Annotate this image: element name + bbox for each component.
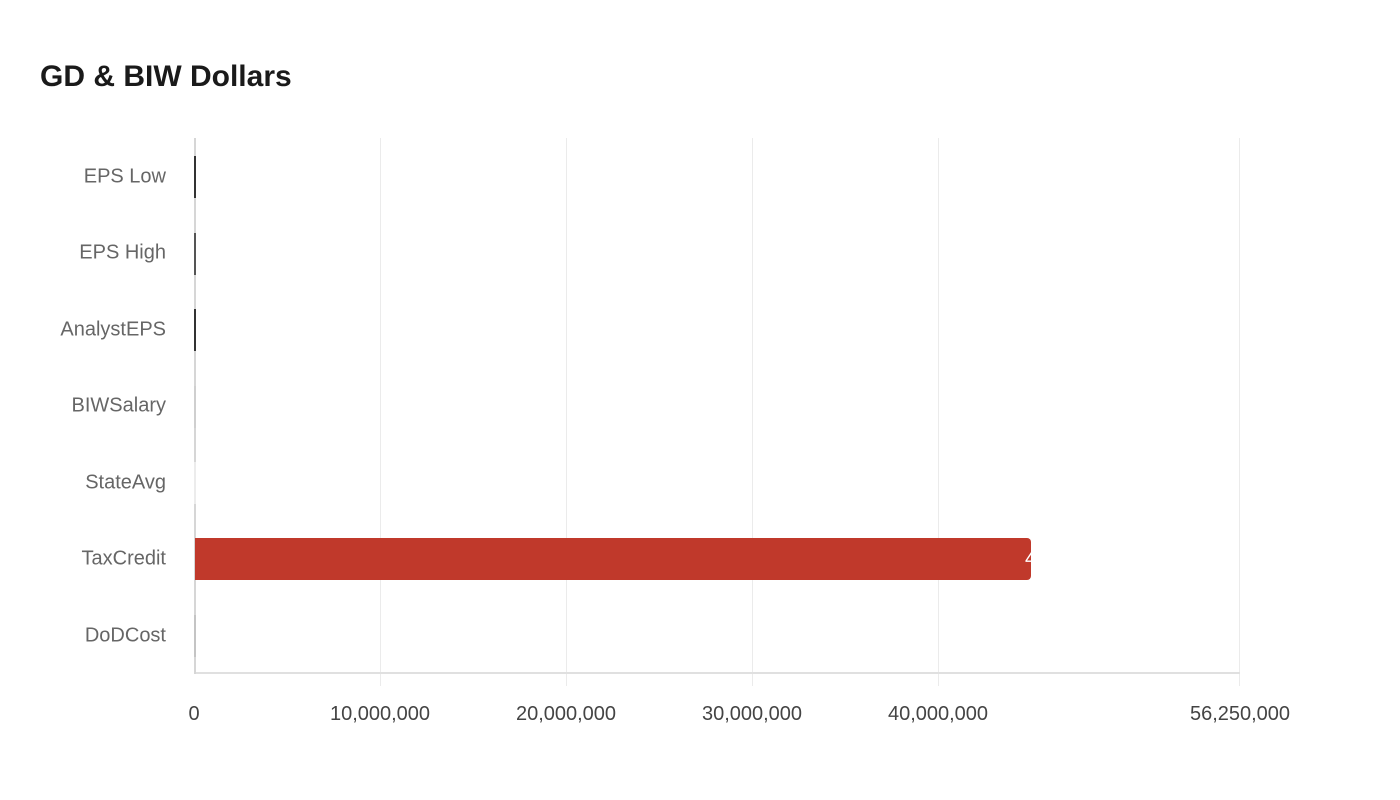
y-label-eps-low: EPS Low xyxy=(83,165,166,188)
x-tick-10m: 10,000,000 xyxy=(329,703,431,725)
bar-value-label: 4 xyxy=(1025,548,1031,570)
y-label-eps-high: EPS High xyxy=(79,241,166,264)
gridline-max xyxy=(1239,138,1240,686)
y-label-dod-cost: DoDCost xyxy=(84,624,166,647)
x-tick-30m: 30,000,000 xyxy=(701,703,803,725)
y-label-state-avg: StateAvg xyxy=(85,471,166,494)
gridline-30m xyxy=(752,138,753,686)
x-tick-max: 56,250,000 xyxy=(1189,703,1291,725)
x-tick-40m: 40,000,000 xyxy=(887,703,989,725)
gridline-10m xyxy=(380,138,381,686)
bar-analyst-eps[interactable] xyxy=(194,309,196,351)
bar-tax-credit[interactable]: 4 xyxy=(195,538,1031,580)
bar-eps-high[interactable] xyxy=(194,233,196,275)
bar-biw-salary[interactable] xyxy=(194,386,196,428)
bar-state-avg[interactable] xyxy=(194,462,196,504)
bar-dod-cost[interactable] xyxy=(194,615,196,657)
x-tick-20m: 20,000,000 xyxy=(515,703,617,725)
x-tick-0: 0 xyxy=(188,703,200,725)
bar-eps-low[interactable] xyxy=(194,156,196,198)
x-axis-line xyxy=(194,672,1240,674)
plot-area: 4 xyxy=(194,138,1240,686)
chart-title: GD & BIW Dollars xyxy=(40,60,292,93)
y-label-biw-salary: BIWSalary xyxy=(71,394,166,417)
y-label-tax-credit: TaxCredit xyxy=(81,547,166,570)
gridline-40m xyxy=(938,138,939,686)
y-label-analyst-eps: AnalystEPS xyxy=(60,318,166,341)
gridline-20m xyxy=(566,138,567,686)
